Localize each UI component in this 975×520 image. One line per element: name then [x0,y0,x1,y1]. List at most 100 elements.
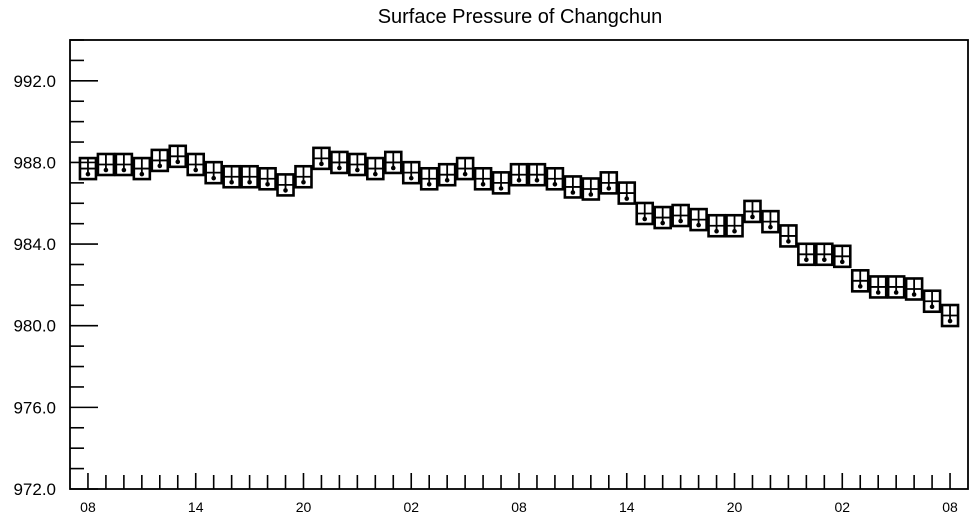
x-tick-label: 02 [403,499,419,515]
marker-dot [462,171,468,177]
pressure-marker [886,275,906,299]
marker-dot [498,186,504,191]
y-axis: 972.0 976.0 980.0 984.0 988.0 992.0 [13,39,98,499]
pressure-marker [761,209,780,234]
pressure-marker [671,203,690,228]
marker-dot [139,171,145,177]
marker-dot [444,177,450,183]
marker-dot [480,181,486,187]
x-tick-label: 14 [188,499,204,515]
pressure-marker [437,162,457,187]
marker-dot [750,214,755,220]
marker-dot [301,179,306,185]
pressure-marker [383,150,403,175]
marker-dot [157,163,163,169]
pressure-marker [779,224,798,248]
pressure-marker [581,177,601,201]
pressure-marker [599,171,619,195]
pressure-marker [707,213,726,238]
pressure-marker [940,303,960,328]
x-tick-label: 08 [80,499,96,515]
pressure-marker [545,166,565,191]
x-tick-label: 02 [834,499,850,515]
y-tick-label: 972.0 [13,480,56,499]
x-tick-label: 14 [619,499,635,515]
pressure-marker [114,152,134,177]
marker-dot [193,167,199,173]
pressure-marker [832,244,852,269]
marker-dot [534,177,540,183]
marker-dot [211,175,216,181]
x-axis: 08 14 20 02 08 14 20 02 08 [80,473,958,515]
pressure-marker [294,164,313,189]
marker-dot [732,228,737,234]
x-tick-label: 08 [511,499,527,515]
pressure-marker [815,242,834,267]
marker-dot [624,196,630,201]
marker-dot [121,167,127,173]
pressure-marker [725,213,744,238]
pressure-marker [563,175,583,199]
pressure-marker [401,160,421,185]
pressure-marker [330,150,349,175]
marker-dot [875,290,881,295]
pressure-marker [366,156,385,181]
y-tick-label: 992.0 [13,72,56,91]
marker-dot [552,181,558,187]
marker-dot [839,259,845,265]
pressure-marker [312,146,331,171]
x-tick-label: 08 [942,499,958,515]
pressure-marker [96,152,116,177]
y-tick-label: 988.0 [13,153,56,172]
pressure-marker [168,144,188,169]
marker-dot [714,228,719,234]
marker-dot [426,181,432,187]
pressure-marker [204,160,223,185]
marker-dot [768,224,773,230]
marker-dot [408,175,414,181]
chart-title: Surface Pressure of Changchun [378,6,663,28]
pressure-marker [797,242,816,267]
marker-dot [804,257,809,263]
pressure-marker [850,269,870,293]
marker-dot [696,222,701,228]
marker-dot [229,179,234,185]
marker-dot [247,179,252,185]
pressure-marker [527,162,547,187]
marker-dot [175,159,181,165]
pressure-marker [635,201,655,226]
data-series [78,144,960,328]
pressure-marker [689,207,708,232]
pressure-marker [240,164,259,189]
y-tick-label: 980.0 [13,317,56,336]
pressure-marker [150,148,170,173]
pressure-marker [473,166,493,191]
pressure-marker [258,166,277,191]
marker-dot [283,188,288,193]
pressure-marker [348,152,367,177]
marker-dot [265,181,270,187]
marker-dot [893,290,899,295]
pressure-marker [491,171,511,195]
x-tick-label: 20 [727,499,743,515]
marker-dot [857,284,863,289]
marker-dot [588,192,594,197]
pressure-marker [922,289,942,314]
marker-dot [660,220,665,226]
marker-dot [570,190,576,195]
marker-dot [947,318,953,324]
x-tick-label: 20 [296,499,312,515]
marker-dot [103,167,109,173]
pressure-marker [186,152,206,177]
marker-dot [319,161,324,167]
pressure-marker [78,156,98,181]
marker-dot [786,239,791,244]
marker-dot [390,165,396,171]
y-tick-label: 984.0 [13,235,56,254]
y-tick-label: 976.0 [13,398,56,417]
marker-dot [516,177,522,183]
marker-dot [337,165,342,171]
marker-dot [929,304,935,310]
pressure-marker [868,275,888,299]
pressure-marker [743,199,762,224]
